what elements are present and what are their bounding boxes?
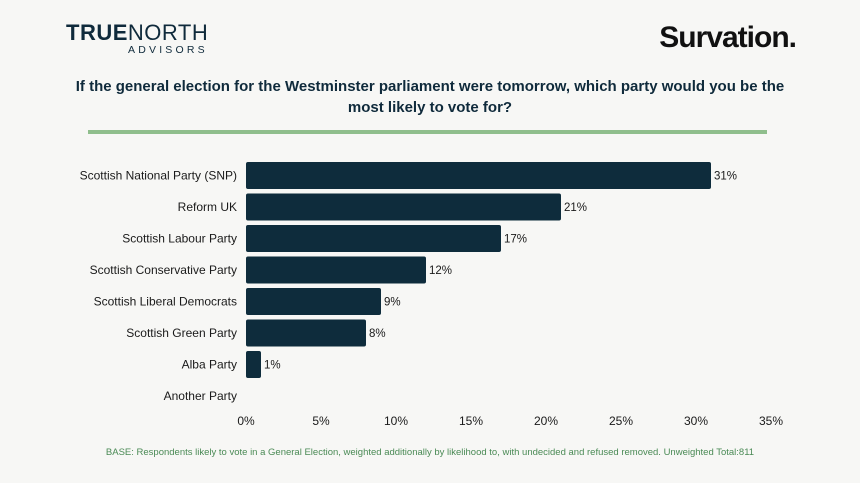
x-tick-label: 10% — [384, 414, 408, 428]
bar — [246, 256, 426, 284]
base-footnote: BASE: Respondents likely to vote in a Ge… — [105, 447, 755, 458]
data-label: 12% — [429, 265, 452, 277]
title-divider — [88, 130, 767, 134]
x-tick-label: 25% — [609, 414, 633, 428]
bar — [246, 162, 711, 189]
data-label: 8% — [369, 328, 386, 340]
x-tick-label: 35% — [759, 414, 783, 428]
x-tick-label: 0% — [237, 414, 255, 428]
data-label: 9% — [384, 297, 401, 309]
category-label: Scottish Conservative Party — [90, 263, 237, 277]
bar — [246, 193, 561, 221]
survation-logo: Survation. — [659, 21, 797, 54]
category-label: Scottish Green Party — [126, 326, 237, 340]
data-label: 17% — [504, 234, 527, 246]
x-tick-label: 15% — [459, 414, 483, 428]
bar — [246, 288, 381, 315]
bar — [246, 225, 501, 252]
category-label: Scottish Liberal Democrats — [94, 295, 237, 309]
x-tick-label: 30% — [684, 414, 708, 428]
category-label: Reform UK — [178, 200, 237, 214]
data-label: 21% — [564, 202, 587, 214]
logo-north-text: NORTH — [127, 20, 209, 45]
true-north-advisors-logo: TRUENORTH ADVISORS — [66, 20, 216, 57]
logo-advisors-text: ADVISORS — [128, 44, 208, 56]
chart-title: If the general election for the Westmins… — [75, 78, 785, 116]
bar — [246, 351, 261, 378]
category-label: Another Party — [164, 389, 237, 403]
data-label: 1% — [264, 360, 281, 372]
category-label: Scottish National Party (SNP) — [80, 169, 237, 183]
bar — [246, 319, 366, 347]
logo-true-text: TRUE — [66, 20, 128, 45]
category-label: Scottish Labour Party — [122, 232, 237, 246]
x-tick-label: 20% — [534, 414, 558, 428]
x-tick-label: 5% — [312, 414, 330, 428]
category-label: Alba Party — [182, 358, 237, 372]
data-label: 31% — [714, 171, 737, 183]
